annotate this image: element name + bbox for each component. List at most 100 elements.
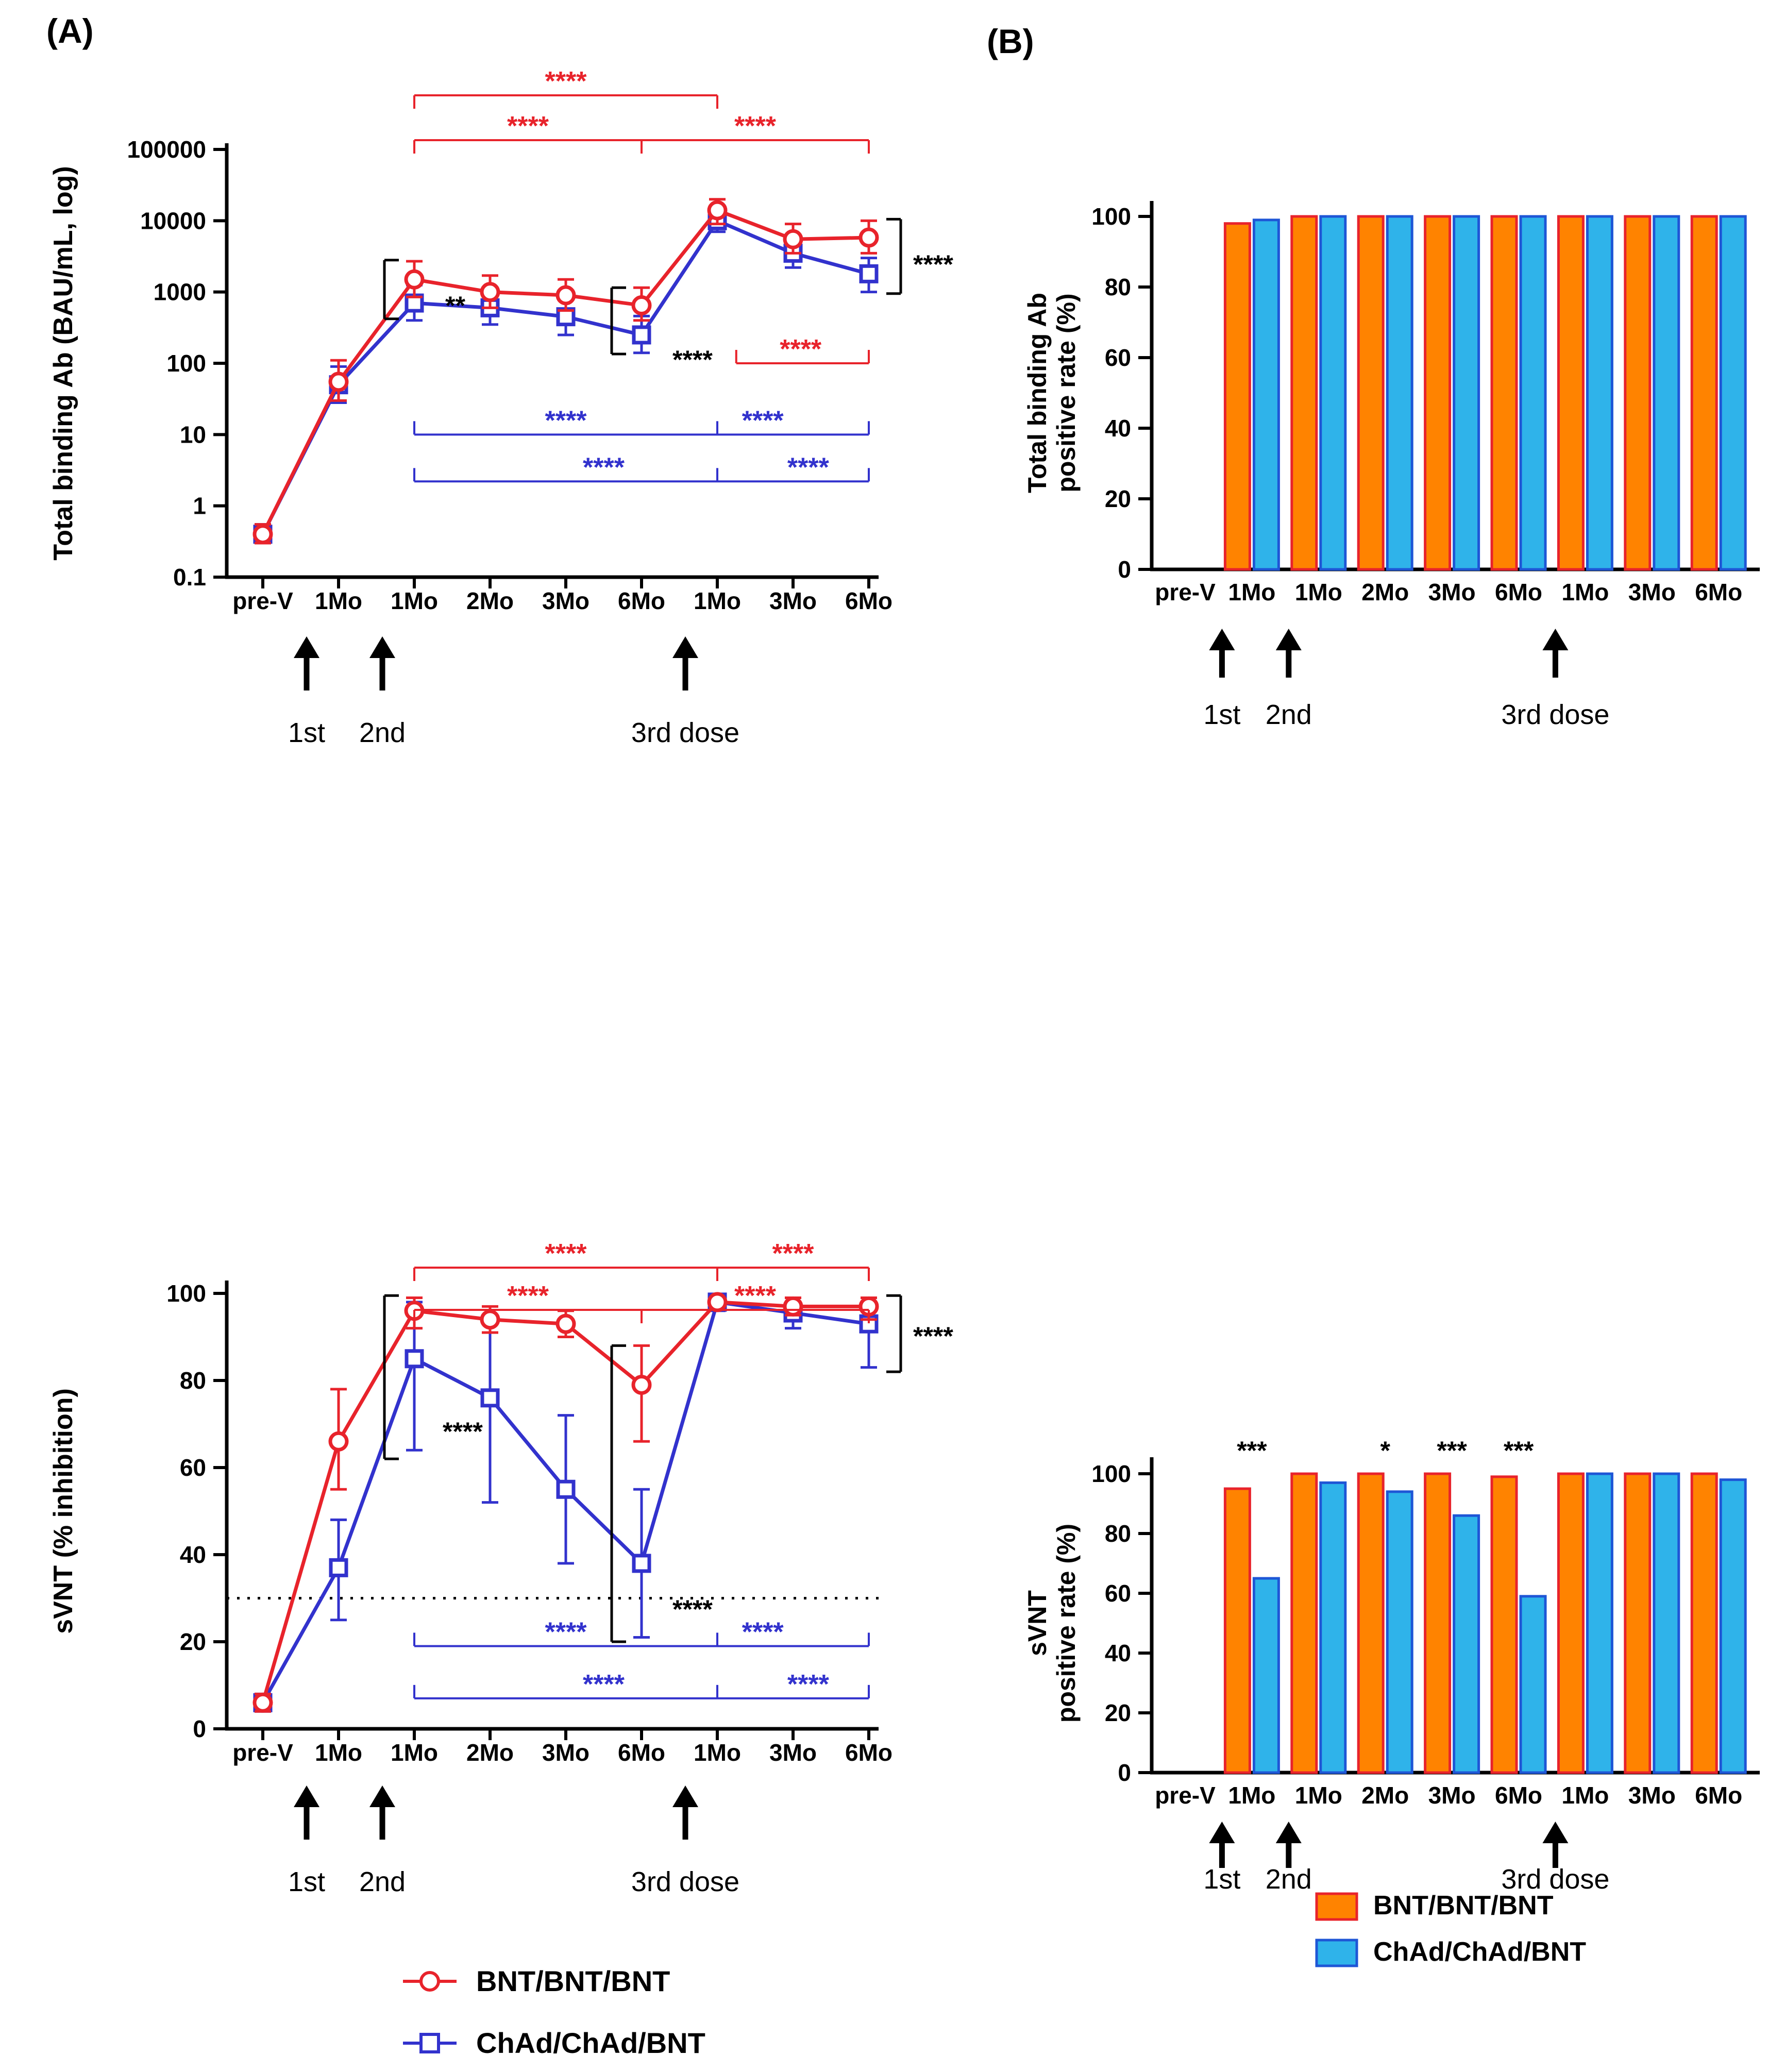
svg-text:****: **** (672, 345, 713, 374)
svg-text:3Mo: 3Mo (1628, 1782, 1676, 1809)
svg-text:20: 20 (1105, 1699, 1131, 1726)
svg-text:ChAd/ChAd/BNT: ChAd/ChAd/BNT (476, 2027, 705, 2059)
svg-text:1Mo: 1Mo (1228, 579, 1275, 605)
svg-text:BNT/BNT/BNT: BNT/BNT/BNT (476, 1965, 670, 1997)
svg-text:****: **** (583, 1670, 625, 1699)
svg-text:****: **** (734, 111, 777, 141)
svg-text:****: **** (742, 406, 784, 435)
svg-text:1Mo: 1Mo (694, 1739, 741, 1766)
svg-text:ChAd/ChAd/BNT: ChAd/ChAd/BNT (1373, 1937, 1586, 1967)
svg-text:1Mo: 1Mo (1228, 1782, 1275, 1809)
svg-text:****: **** (583, 452, 625, 482)
svg-text:****: **** (545, 1239, 587, 1269)
svg-text:Total binding Ab (BAU/mL, log): Total binding Ab (BAU/mL, log) (48, 166, 78, 560)
svg-text:1st: 1st (288, 1866, 325, 1897)
svg-text:1Mo: 1Mo (391, 1739, 438, 1766)
svg-text:6Mo: 6Mo (845, 587, 893, 614)
svg-text:1st: 1st (288, 717, 325, 748)
total-binding-ab-positive-rate-bar-chart: 0 20 40 60 80 100 pre-V 1Mo 1Mo 2Mo 3Mo 6Mo 1Mo 3Mo 6M… (1023, 201, 1760, 730)
svg-text:6Mo: 6Mo (1695, 579, 1742, 605)
svg-text:1000: 1000 (154, 279, 206, 306)
panel-a-label: (A) (46, 12, 94, 50)
svg-text:10000: 10000 (140, 207, 206, 234)
svg-text:2nd: 2nd (1266, 1864, 1312, 1895)
svg-text:40: 40 (1105, 1640, 1131, 1666)
svg-text:1Mo: 1Mo (1295, 1782, 1342, 1809)
svg-text:*: * (1380, 1436, 1390, 1465)
svg-text:3Mo: 3Mo (1628, 579, 1676, 605)
svg-text:6Mo: 6Mo (1495, 1782, 1542, 1809)
svg-text:1st: 1st (1203, 699, 1240, 730)
svg-text:pre-V: pre-V (1155, 1782, 1216, 1809)
svg-text:3rd dose: 3rd dose (1501, 699, 1609, 730)
svg-text:100: 100 (166, 350, 206, 377)
svg-text:****: **** (545, 1617, 587, 1647)
svg-text:3rd dose: 3rd dose (631, 717, 739, 748)
svg-text:****: **** (545, 406, 587, 435)
svg-text:BNT/BNT/BNT: BNT/BNT/BNT (1373, 1891, 1554, 1921)
svg-text:6Mo: 6Mo (1695, 1782, 1742, 1809)
svg-text:100: 100 (166, 1280, 206, 1307)
svg-text:pre-V: pre-V (232, 1739, 293, 1766)
svg-text:1Mo: 1Mo (1561, 1782, 1609, 1809)
svg-text:positive rate (%): positive rate (%) (1052, 293, 1081, 492)
svg-text:sVNT (% inhibition): sVNT (% inhibition) (48, 1388, 78, 1634)
svg-text:60: 60 (180, 1454, 206, 1481)
svg-text:****: **** (443, 1417, 483, 1446)
svg-text:6Mo: 6Mo (618, 1739, 665, 1766)
svg-text:****: **** (772, 1239, 815, 1269)
svg-text:****: **** (787, 1670, 830, 1699)
svg-text:6Mo: 6Mo (618, 587, 665, 614)
svg-text:0: 0 (1118, 1759, 1131, 1786)
svg-text:3Mo: 3Mo (1428, 1782, 1476, 1809)
svg-text:80: 80 (1105, 274, 1131, 300)
panel-b-label: (B) (987, 22, 1034, 60)
svg-text:pre-V: pre-V (1155, 579, 1216, 605)
svg-text:20: 20 (1105, 485, 1131, 512)
svg-text:3Mo: 3Mo (542, 1739, 590, 1766)
svg-text:80: 80 (180, 1367, 206, 1394)
svg-text:1st: 1st (1203, 1864, 1240, 1895)
svg-text:60: 60 (1105, 344, 1131, 371)
svg-text:**: ** (445, 291, 465, 320)
svg-text:2Mo: 2Mo (1361, 1782, 1409, 1809)
svg-text:1Mo: 1Mo (315, 1739, 362, 1766)
svg-text:Total binding Ab: Total binding Ab (1023, 293, 1052, 493)
svg-text:pre-V: pre-V (232, 587, 293, 614)
svg-text:40: 40 (1105, 415, 1131, 442)
svg-text:****: **** (734, 1281, 777, 1311)
svg-text:2nd: 2nd (359, 717, 406, 748)
svg-text:2nd: 2nd (1266, 699, 1312, 730)
svg-text:***: *** (1437, 1436, 1467, 1465)
svg-text:****: **** (742, 1617, 784, 1647)
svg-text:1: 1 (193, 493, 206, 519)
svg-text:0: 0 (1118, 556, 1131, 583)
svg-text:****: **** (913, 1322, 953, 1351)
svg-text:0: 0 (193, 1715, 206, 1742)
svg-text:1Mo: 1Mo (694, 587, 741, 614)
svg-text:6Mo: 6Mo (1495, 579, 1542, 605)
svg-text:10: 10 (180, 421, 206, 448)
svg-text:****: **** (787, 452, 830, 482)
svg-text:2Mo: 2Mo (1361, 579, 1409, 605)
svg-text:2Mo: 2Mo (466, 587, 514, 614)
svg-text:1Mo: 1Mo (315, 587, 362, 614)
svg-text:****: **** (780, 334, 822, 364)
svg-text:****: **** (507, 111, 549, 141)
svg-text:2Mo: 2Mo (466, 1739, 514, 1766)
svg-text:***: *** (1237, 1436, 1267, 1465)
svg-text:20: 20 (180, 1628, 206, 1655)
svg-text:3Mo: 3Mo (542, 587, 590, 614)
svg-text:****: **** (545, 66, 587, 96)
svg-text:positive rate (%): positive rate (%) (1052, 1524, 1081, 1723)
svnt-positive-rate-bar-chart: 0 20 40 60 80 100 pre-V 1Mo 1Mo 2Mo 3Mo 6Mo 1Mo 3Mo 6M… (1023, 1436, 1760, 1967)
svg-text:80: 80 (1105, 1520, 1131, 1547)
svg-text:3Mo: 3Mo (1428, 579, 1476, 605)
svg-text:***: *** (1504, 1436, 1534, 1465)
svg-text:sVNT: sVNT (1023, 1590, 1052, 1656)
svg-text:****: **** (507, 1281, 549, 1311)
svg-text:6Mo: 6Mo (845, 1739, 893, 1766)
svg-text:2nd: 2nd (359, 1866, 406, 1897)
svg-text:0.1: 0.1 (173, 564, 206, 591)
